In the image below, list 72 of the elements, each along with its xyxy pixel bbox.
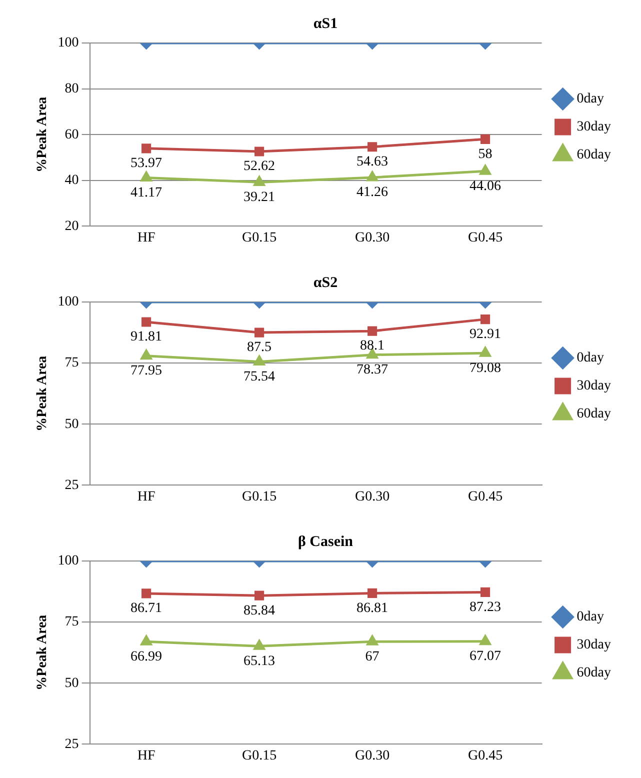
y-tick-label: 75 (64, 356, 79, 371)
legend-label: 30day (576, 378, 612, 394)
x-tick-label: G0.15 (242, 748, 277, 764)
y-tick-label: 75 (64, 614, 79, 630)
data-label: 85.84 (244, 603, 276, 618)
legend-label: 60day (576, 666, 612, 681)
y-tick-label: 25 (64, 478, 79, 493)
data-label: 87.23 (470, 600, 502, 615)
x-tick-label: HF (137, 489, 156, 504)
x-tick-label: HF (137, 748, 156, 764)
data-label: 39.21 (244, 190, 276, 205)
data-label: 41.26 (356, 185, 388, 200)
legend-label: 60day (576, 406, 612, 422)
data-label: 65.13 (244, 654, 276, 669)
legend-label: 0day (576, 92, 604, 107)
data-label: 58 (478, 146, 492, 162)
data-label: 86.71 (130, 601, 162, 616)
x-tick-label: G0.30 (354, 230, 390, 246)
point (366, 171, 378, 182)
legend-label: 60day (576, 148, 612, 163)
point (480, 134, 490, 144)
data-label: 79.08 (470, 360, 502, 376)
x-tick-label: G0.15 (242, 489, 277, 504)
legend-label: 30day (576, 120, 612, 135)
point (254, 176, 265, 186)
data-label: 41.17 (130, 185, 162, 200)
point (254, 146, 264, 156)
y-tick-label: 25 (64, 736, 79, 752)
x-tick-label: G0.45 (468, 230, 503, 246)
data-label: 87.5 (247, 340, 272, 356)
y-tick-label: 100 (58, 36, 79, 51)
chart-title: αS2 (313, 274, 338, 291)
data-label: 54.63 (356, 154, 388, 170)
data-label: 78.37 (356, 362, 388, 378)
point (368, 142, 378, 152)
y-tick-label: 50 (64, 416, 79, 432)
x-tick-label: G0.45 (468, 748, 503, 764)
point (142, 144, 152, 154)
data-label: 77.95 (130, 364, 162, 379)
y-axis-title: %Peak Area (35, 356, 50, 432)
data-label: 92.91 (470, 326, 502, 342)
y-tick-label: 60 (64, 127, 79, 142)
y-axis-title: %Peak Area (35, 614, 50, 690)
point (140, 171, 152, 182)
data-label: 53.97 (130, 156, 162, 172)
x-tick-label: G0.15 (242, 230, 277, 246)
data-label: 44.06 (470, 178, 502, 194)
x-tick-label: G0.30 (354, 489, 390, 504)
data-label: 67 (365, 649, 380, 664)
y-tick-label: 80 (64, 81, 79, 96)
data-label: 67.07 (470, 649, 502, 664)
data-label: 91.81 (130, 330, 162, 345)
y-tick-label: 100 (58, 554, 79, 569)
legend-label: 30day (576, 638, 612, 653)
chart-title: β Casein (298, 534, 354, 550)
x-tick-label: G0.45 (468, 489, 503, 504)
data-label: 52.62 (244, 159, 276, 174)
legend-label: 0day (576, 350, 604, 366)
y-tick-label: 40 (64, 173, 79, 188)
x-tick-label: HF (137, 230, 156, 246)
chart-title: αS1 (313, 16, 338, 32)
data-label: 75.54 (244, 369, 276, 384)
x-tick-label: G0.30 (354, 748, 390, 764)
data-label: 86.81 (356, 600, 388, 616)
y-tick-label: 100 (58, 294, 79, 310)
y-tick-label: 20 (64, 218, 79, 234)
y-tick-label: 50 (64, 676, 79, 691)
point (480, 164, 491, 175)
y-axis-title: %Peak Area (35, 96, 50, 172)
data-label: 88.1 (360, 338, 385, 354)
data-label: 66.99 (130, 649, 162, 664)
legend-label: 0day (576, 610, 604, 625)
